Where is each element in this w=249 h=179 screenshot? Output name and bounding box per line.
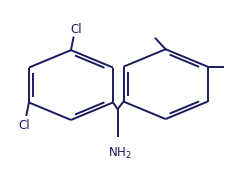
- Text: Cl: Cl: [70, 23, 82, 36]
- Text: Cl: Cl: [18, 119, 30, 132]
- Text: NH$_2$: NH$_2$: [108, 146, 132, 161]
